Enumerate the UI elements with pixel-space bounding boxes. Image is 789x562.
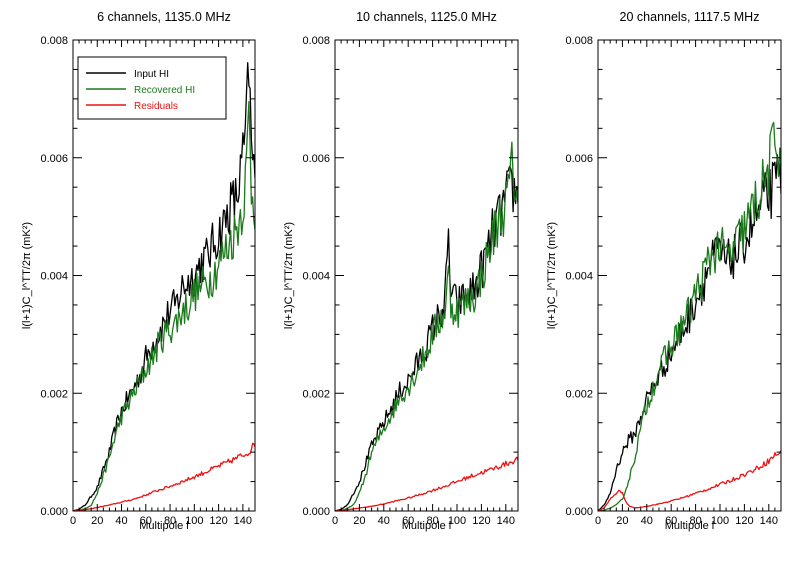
x-tick-label: 80 xyxy=(426,515,438,527)
y-tick-label: 0.004 xyxy=(302,271,330,283)
x-tick-label: 60 xyxy=(140,515,152,527)
y-tick-label: 0.000 xyxy=(565,506,593,518)
x-tick-label: 0 xyxy=(70,515,76,527)
series-line-recovered-hi xyxy=(335,141,518,511)
y-tick-label: 0.000 xyxy=(302,506,330,518)
x-tick-label: 140 xyxy=(497,515,515,527)
y-tick-label: 0.006 xyxy=(302,153,330,165)
x-tick-label: 60 xyxy=(665,515,677,527)
y-tick-label: 0.006 xyxy=(565,153,593,165)
chart-title: 20 channels, 1117.5 MHz xyxy=(620,10,760,24)
y-tick-label: 0.008 xyxy=(40,35,68,47)
x-tick-label: 140 xyxy=(234,515,252,527)
chart-title: 10 channels, 1125.0 MHz xyxy=(356,10,497,24)
x-tick-label: 20 xyxy=(616,515,628,527)
legend-label-input-hi: Input HI xyxy=(134,69,169,80)
x-axis-label: Multipole l xyxy=(402,520,452,532)
legend-label-recovered-hi: Recovered HI xyxy=(134,85,195,96)
plot-frame xyxy=(597,39,782,512)
x-tick-label: 120 xyxy=(472,515,490,527)
x-tick-label: 100 xyxy=(448,515,466,527)
x-tick-label: 40 xyxy=(641,515,653,527)
y-tick-label: 0.000 xyxy=(40,506,68,518)
series-line-residuals xyxy=(335,456,518,511)
y-tick-label: 0.008 xyxy=(302,35,330,47)
x-tick-label: 20 xyxy=(91,515,103,527)
x-tick-label: 20 xyxy=(353,515,365,527)
x-tick-label: 100 xyxy=(185,515,203,527)
x-axis-label: Multipole l xyxy=(665,520,715,532)
series-line-input-hi xyxy=(335,165,518,511)
chart-title: 6 channels, 1135.0 MHz xyxy=(97,10,231,24)
y-tick-label: 0.004 xyxy=(565,271,593,283)
x-tick-label: 120 xyxy=(209,515,227,527)
y-axis-label: l(l+1)C_l^TT/2π (mK²) xyxy=(283,222,295,329)
y-tick-label: 0.002 xyxy=(302,388,330,400)
x-tick-label: 0 xyxy=(595,515,601,527)
y-tick-label: 0.004 xyxy=(40,271,68,283)
x-tick-label: 60 xyxy=(402,515,414,527)
x-tick-label: 40 xyxy=(378,515,390,527)
x-tick-label: 100 xyxy=(711,515,729,527)
y-tick-label: 0.002 xyxy=(565,388,593,400)
y-tick-label: 0.008 xyxy=(565,35,593,47)
series-line-residuals xyxy=(598,450,781,511)
series-line-recovered-hi xyxy=(73,101,255,511)
plot-frame xyxy=(334,39,519,512)
y-axis-label: l(l+1)C_l^TT/2π (mK²) xyxy=(21,222,33,329)
x-tick-label: 80 xyxy=(164,515,176,527)
x-tick-label: 80 xyxy=(689,515,701,527)
legend: Input HI Recovered HI Residuals xyxy=(77,56,227,120)
series-line-residuals xyxy=(73,442,255,511)
x-tick-label: 0 xyxy=(332,515,338,527)
y-tick-label: 0.002 xyxy=(40,388,68,400)
x-tick-label: 40 xyxy=(115,515,127,527)
legend-box xyxy=(77,56,227,120)
x-axis-label: Multipole l xyxy=(139,520,189,532)
x-tick-label: 140 xyxy=(760,515,778,527)
y-tick-label: 0.006 xyxy=(40,153,68,165)
legend-label-residuals: Residuals xyxy=(134,101,178,112)
series-line-input-hi xyxy=(73,62,255,511)
x-tick-label: 120 xyxy=(735,515,753,527)
series-line-recovered-hi xyxy=(598,121,781,511)
y-axis-label: l(l+1)C_l^TT/2π (mK²) xyxy=(546,222,558,329)
